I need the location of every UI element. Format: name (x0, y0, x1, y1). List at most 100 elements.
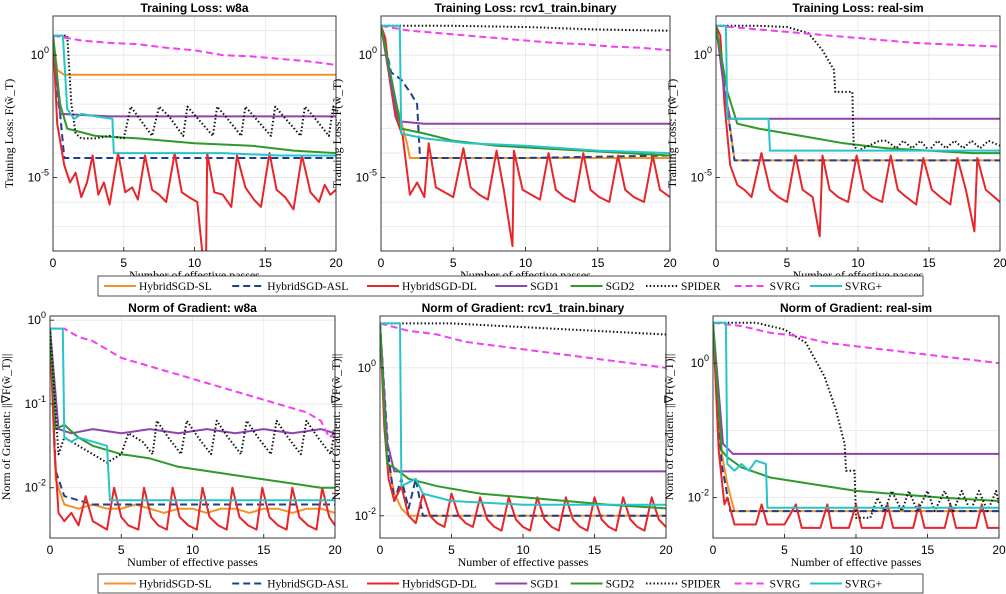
series-line-sgd1 (381, 25, 670, 125)
x-tick-label: 0 (377, 543, 384, 557)
series-line-hybridsgd-dl (50, 328, 335, 531)
chart-title: Training Loss: w8a (140, 1, 248, 15)
series-line-svrg (713, 321, 999, 365)
chart-title: Norm of Gradient: w8a (128, 301, 257, 315)
y-tick-label: 100 (691, 353, 709, 370)
y-axis-label: Norm of Gradient: ||∇F(w̃_T)|| (329, 354, 343, 501)
y-tick-label: 100 (359, 45, 377, 62)
x-tick-label: 20 (663, 256, 677, 270)
series-line-spider (716, 24, 1000, 152)
x-tick-label: 15 (591, 256, 605, 270)
chart-title: Norm of Gradient: rcv1_train.binary (422, 301, 625, 315)
legend-label: SVRG+ (845, 281, 882, 293)
x-tick-label: 15 (922, 256, 936, 270)
x-tick-label: 15 (259, 256, 273, 270)
legend: HybridSGD-SL HybridSGD-ASL HybridSGD-DL SGD… (97, 573, 924, 594)
x-tick-label: 10 (186, 543, 200, 557)
series-line-svrg- (381, 24, 670, 155)
series-group (53, 34, 336, 251)
legend-label: SGD1 (530, 281, 559, 293)
y-tick-label: 10-2 (25, 478, 46, 495)
series-line-sgd2 (380, 323, 666, 510)
x-tick-label: 5 (120, 256, 127, 270)
chart-title: Training Loss: real-sim (792, 1, 923, 15)
y-tick-label: 10-5 (691, 168, 712, 185)
series-line-svrg- (716, 24, 1000, 152)
series-line-svrg (381, 24, 670, 52)
series-line-svrg (53, 34, 336, 66)
series-line-spider (381, 24, 670, 32)
x-axis-label: Number of effective passes (458, 555, 589, 569)
x-tick-label: 20 (992, 543, 1006, 557)
series-line-spider (53, 34, 336, 140)
series-group (713, 321, 999, 529)
x-tick-label: 10 (516, 543, 530, 557)
x-tick-label: 15 (257, 543, 271, 557)
series-line-hybridsgd-asl (380, 323, 666, 517)
series-group (380, 322, 666, 532)
chart-title: Norm of Gradient: real-sim (780, 301, 932, 315)
series-line-sgd1 (50, 328, 335, 435)
x-tick-label: 15 (921, 543, 935, 557)
x-tick-label: 0 (378, 256, 385, 270)
series-group (381, 24, 670, 248)
series-line-svrg- (713, 321, 999, 509)
y-tick-label: 100 (31, 45, 49, 62)
chart-grad-norm-real-sim: 0 5 10 15 20 100 10-2 Norm of Gradient: real-si… (662, 301, 1006, 569)
series-line-hybridsgd-dl (381, 25, 670, 248)
y-axis-label: Norm of Gradient: ||∇F(w̃_T)|| (0, 354, 13, 501)
x-tick-label: 0 (50, 256, 57, 270)
legend-label: HybridSGD-SL (139, 281, 212, 293)
x-tick-label: 20 (328, 543, 342, 557)
y-tick-label: 100 (28, 310, 46, 327)
chart-grad-norm-w8a: 0 5 10 15 20 100 10-1 10-2 Norm of Gradient: w8a… (0, 301, 342, 569)
x-tick-label: 20 (329, 256, 343, 270)
x-tick-label: 0 (713, 256, 720, 270)
y-axis-label: Training Loss: F(w̃_T) (330, 79, 344, 189)
x-tick-label: 5 (450, 256, 457, 270)
legend-label: SPIDER (681, 579, 721, 591)
legend-label: HybridSGD-DL (402, 579, 477, 591)
chart-title: Training Loss: rcv1_train.binary (434, 1, 616, 15)
series-line-spider (50, 328, 335, 464)
series-line-sgd2 (53, 35, 336, 155)
y-axis-label: Training Loss: F(w̃_T) (2, 79, 16, 189)
y-tick-label: 10-1 (25, 394, 46, 411)
x-tick-label: 10 (849, 543, 863, 557)
x-axis-label: Number of effective passes (791, 555, 922, 569)
series-line-svrg- (380, 322, 666, 506)
x-tick-label: 5 (784, 256, 791, 270)
x-tick-label: 15 (588, 543, 602, 557)
legend-label: SVRG (770, 579, 801, 591)
series-line-sgd2 (716, 25, 1000, 155)
y-axis-label: Training Loss: F(w̃_T) (665, 79, 679, 189)
series-line-sgd2 (50, 328, 335, 489)
x-tick-label: 5 (118, 543, 125, 557)
series-line-sgd2 (713, 322, 999, 502)
y-axis-label: Norm of Gradient: ||∇F(w̃_T)|| (662, 354, 676, 501)
x-tick-label: 10 (188, 256, 202, 270)
series-group (50, 327, 335, 531)
y-tick-label: 10-2 (355, 506, 376, 523)
series-line-hybridsgd-dl (716, 25, 1000, 238)
legend-label: HybridSGD-SL (139, 579, 212, 591)
series-line-spider (713, 321, 999, 519)
chart-grad-norm-rcv1: 0 5 10 15 20 100 10-2 Norm of Gradient: rcv1_tr… (329, 301, 673, 569)
series-line-svrg- (53, 34, 336, 157)
series-group (716, 24, 1000, 238)
chart-training-loss-rcv1: 0 5 10 15 20 100 10-5 Training Loss: rcv1_train… (330, 1, 677, 282)
legend-label: HybridSGD-ASL (267, 281, 348, 293)
y-tick-label: 10-5 (28, 168, 49, 185)
y-tick-label: 100 (358, 358, 376, 375)
legend: HybridSGD-SL HybridSGD-ASL HybridSGD-DL SGD… (97, 275, 924, 297)
legend-label: SVRG+ (845, 579, 882, 591)
series-line-svrg (380, 322, 666, 369)
series-line-svrg- (50, 327, 335, 502)
x-tick-label: 10 (851, 256, 865, 270)
series-line-hybridsgd-asl (381, 25, 670, 159)
x-tick-label: 10 (519, 256, 533, 270)
legend-label: SGD1 (530, 579, 559, 591)
y-tick-label: 10-5 (356, 168, 377, 185)
